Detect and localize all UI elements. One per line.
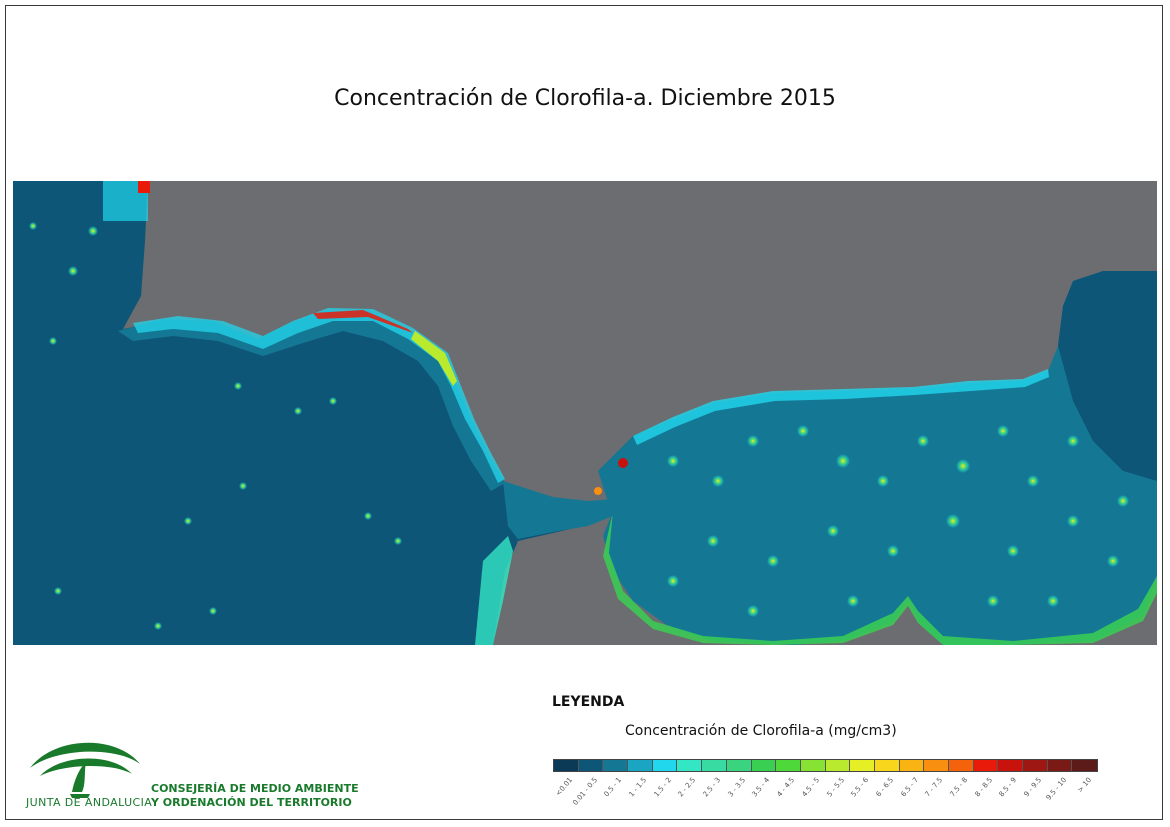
legend-tick-label: 5 - 5.5 (825, 776, 846, 799)
organization-name: CONSEJERÍA DE MEDIO AMBIENTE Y ORDENACIÓ… (151, 782, 359, 810)
legend-swatch (652, 760, 678, 771)
legend-subtitle: Concentración de Clorofila-a (mg/cm3) (625, 723, 897, 739)
north-inlet-hot (138, 181, 150, 193)
legend-heading: LEYENDA (552, 694, 625, 710)
legend-tick-label: 4 - 4.5 (775, 776, 797, 799)
coast-north-east (633, 369, 1049, 445)
legend-tick-label: 3.5 - 4 (750, 776, 772, 799)
coast-glow-west (133, 308, 505, 483)
legend-color-ramp (553, 759, 1099, 772)
page-frame (5, 5, 1163, 820)
legend-swatch (603, 760, 629, 771)
legend-tick-label: 2.5 - 3 (701, 776, 723, 799)
legend-swatch (825, 760, 851, 771)
legend-tick-label: 7 - 7.5 (923, 776, 945, 799)
legend-tick-label: 1.5 - 2 (652, 776, 673, 799)
legend-swatch (924, 760, 949, 771)
coast-glow-east (603, 511, 1157, 645)
legend-swatch (578, 760, 604, 771)
junta-andalucia-logo (30, 742, 140, 798)
legend-tick-label: 6.5 - 7 (899, 776, 920, 799)
hotspot-east (618, 458, 628, 468)
sea-channel-south (475, 536, 513, 645)
legend-swatch (776, 760, 801, 771)
legend-tick-label: 6 - 6.5 (874, 776, 896, 799)
legend-tick-label: 8 - 8.5 (973, 776, 994, 799)
legend-tick-label: 3 - 3.5 (726, 776, 747, 799)
bloom-spots-east (667, 425, 1129, 617)
legend-swatch (874, 760, 900, 771)
coast-red-west (313, 310, 413, 333)
legend-tick-label: 7.5 - 8 (948, 776, 970, 799)
legend-swatch (899, 760, 925, 771)
legend-swatch (1023, 760, 1048, 771)
legend-swatch (1047, 760, 1073, 771)
legend-swatch (726, 760, 752, 771)
legend-swatch (628, 760, 653, 771)
legend-tick-label: 8.5 - 9 (997, 776, 1019, 799)
legend-tick-label: 4.5 - 5 (800, 776, 821, 799)
legend-tick-label: 9.5 - 10 (1044, 776, 1068, 802)
legend-swatch (998, 760, 1024, 771)
strait (503, 481, 613, 539)
legend-tick-label: > 10 (1075, 776, 1093, 795)
legend-tick-label: <0.01 (554, 776, 574, 798)
sea-east-deep (1058, 271, 1157, 481)
legend-swatch (1072, 760, 1098, 771)
legend-swatch (677, 760, 703, 771)
legend-swatch (800, 760, 826, 771)
logo-brand-text: JUNTA DE ANDALUCIA (26, 796, 153, 809)
org-line-2: Y ORDENACIÓN DEL TERRITORIO (151, 796, 352, 809)
legend-swatch (973, 760, 999, 771)
legend-swatch (554, 760, 579, 771)
legend-tick-label: 1 - 1.5 (627, 776, 649, 799)
legend-swatch (751, 760, 777, 771)
sea-west (13, 181, 613, 645)
coast-hot-west (411, 331, 457, 386)
legend-swatch (702, 760, 727, 771)
legend-tick-label: 5.5 - 6 (849, 776, 871, 799)
legend-tick-label: 0.5 - 1 (602, 776, 624, 799)
chlorophyll-map (13, 181, 1157, 645)
legend-tick-label: 9 - 9.5 (1022, 776, 1044, 799)
legend-tick-label: 2 - 2.5 (676, 776, 698, 799)
bloom-spots-west (29, 222, 402, 630)
map-title: Concentración de Clorofila-a. Diciembre … (334, 86, 836, 111)
legend-tick-label: 0.01 - 0.5 (570, 776, 599, 807)
legend-swatch (949, 760, 974, 771)
legend-swatch (850, 760, 875, 771)
hotspot-east-2 (594, 487, 602, 495)
org-line-1: CONSEJERÍA DE MEDIO AMBIENTE (151, 782, 359, 795)
